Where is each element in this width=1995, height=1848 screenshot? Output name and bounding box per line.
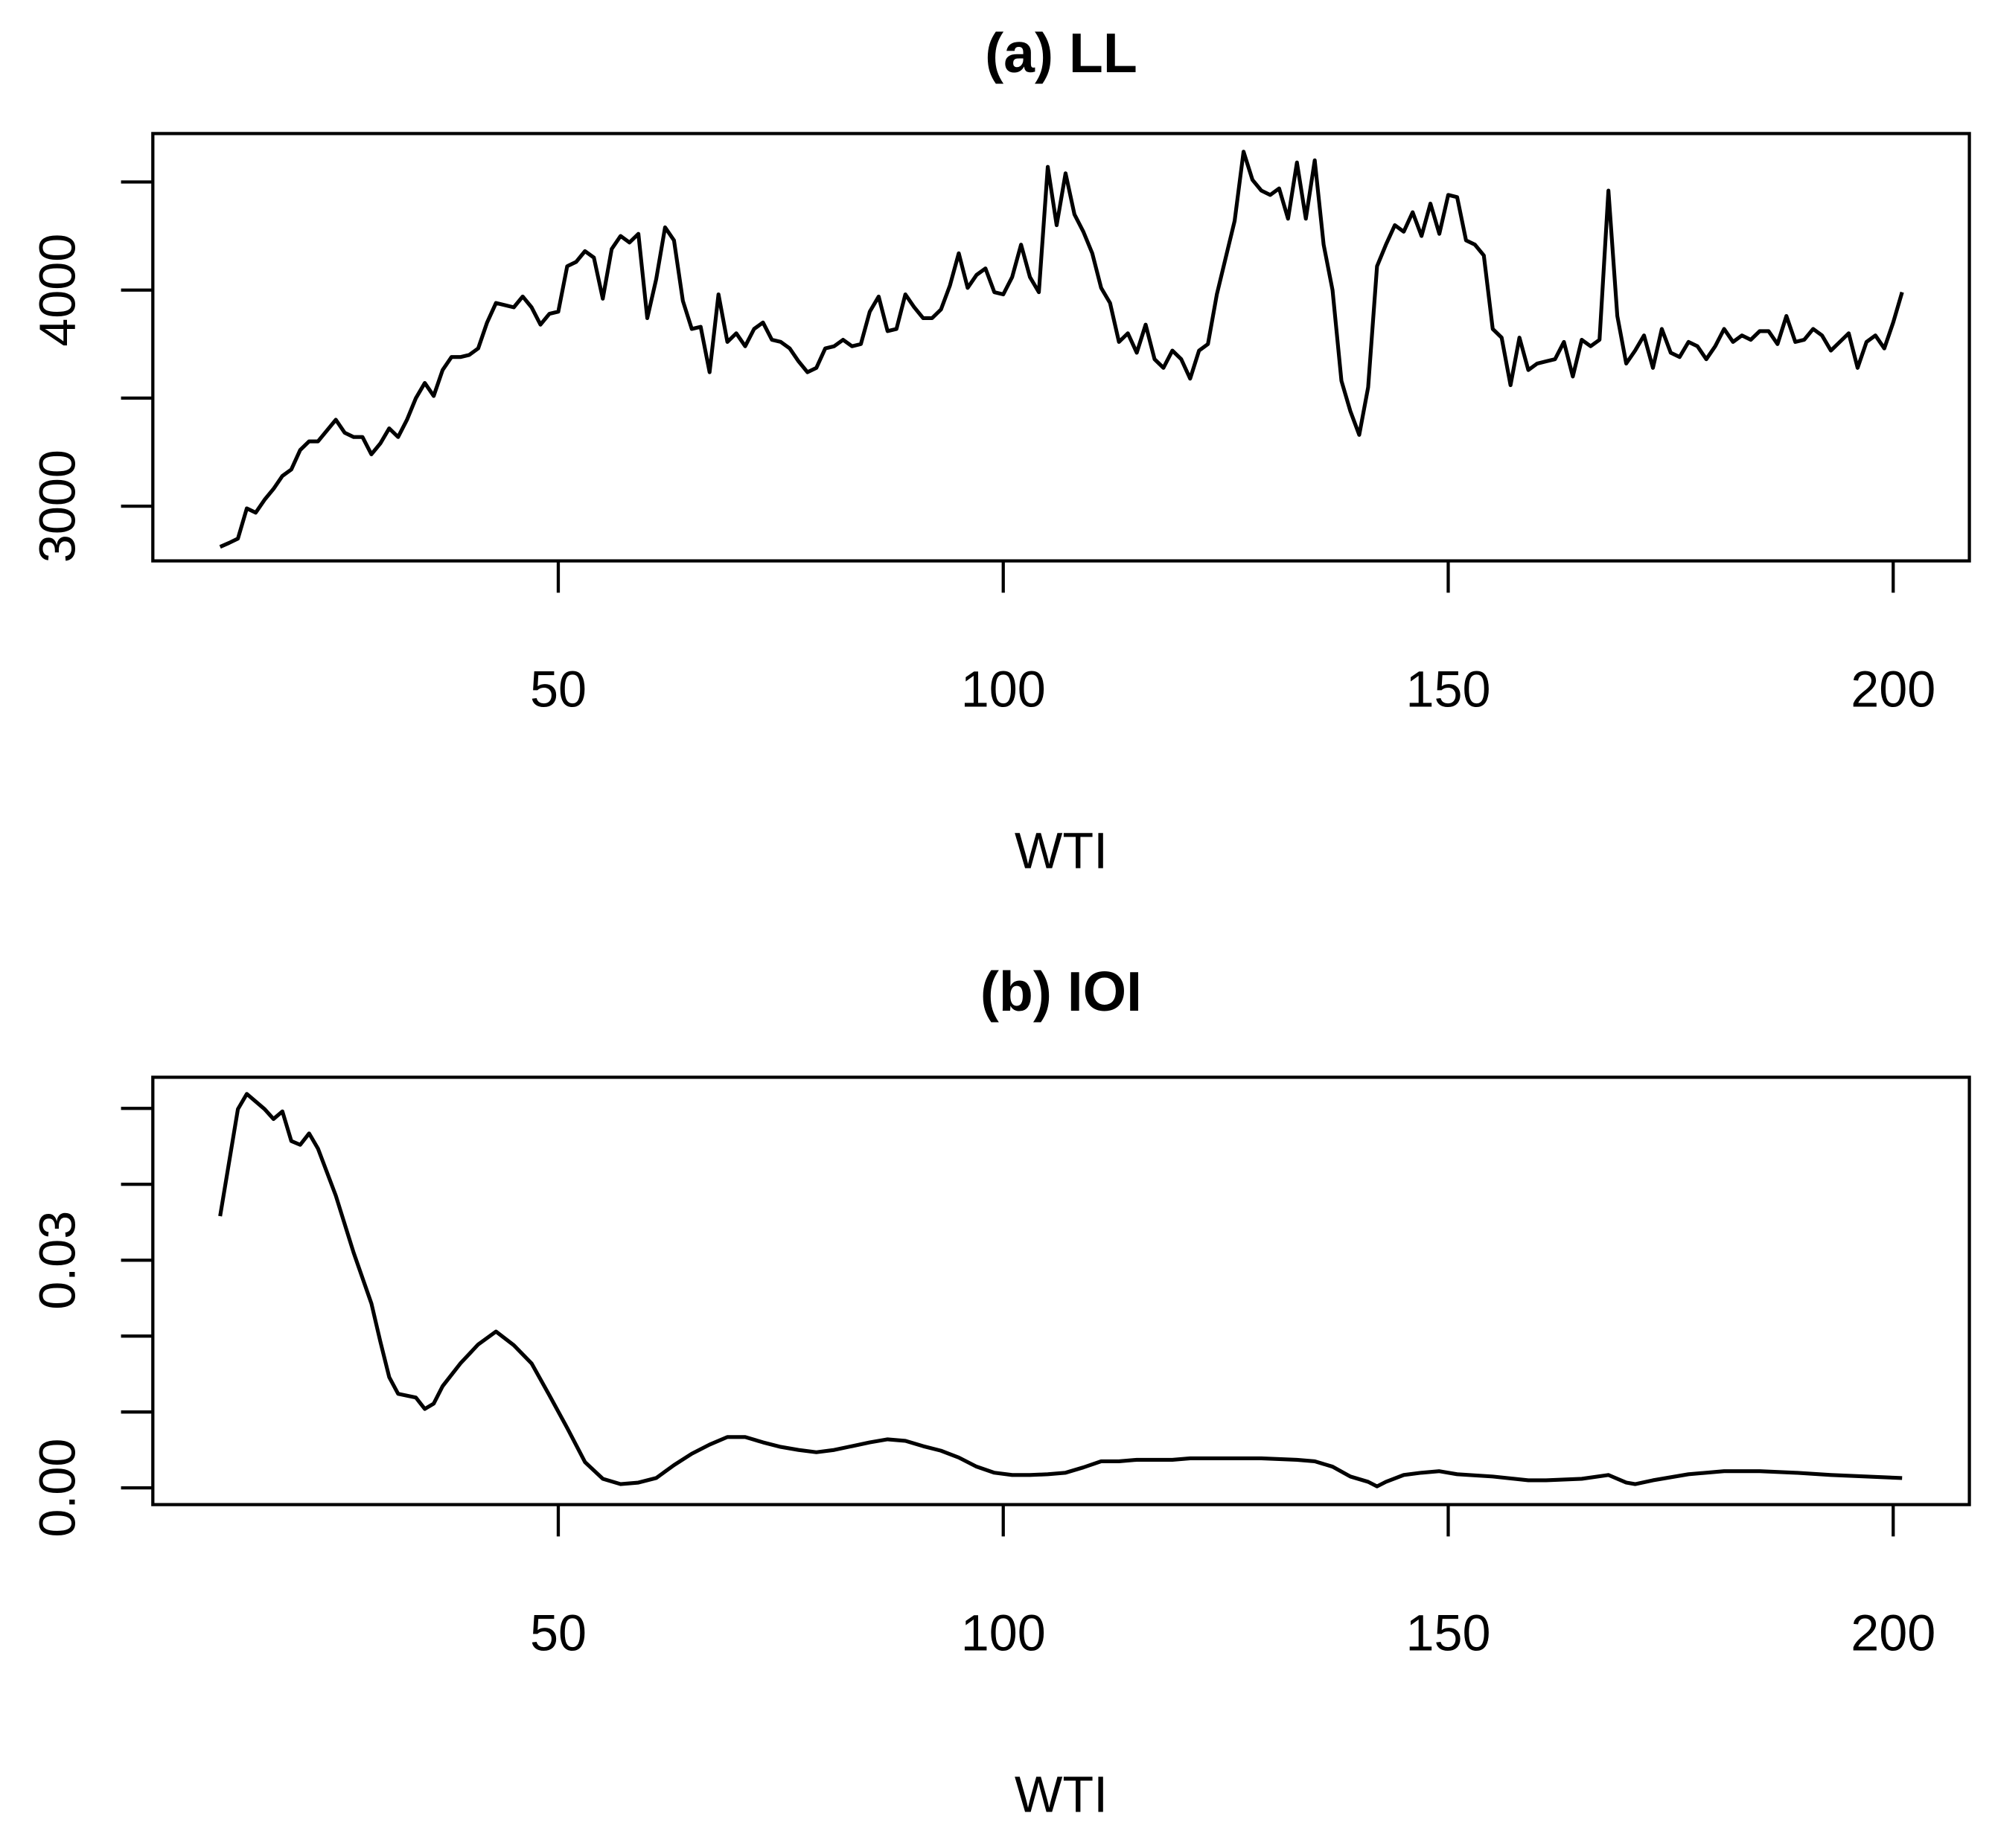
- data-line: [218, 1092, 1903, 1489]
- chart-title: (b) IOI: [980, 960, 1142, 1023]
- y-tick-label: 3000: [29, 450, 86, 563]
- plot-box: [151, 132, 1971, 563]
- plot-box: [151, 1075, 1971, 1506]
- x-tick-label: 50: [530, 1605, 587, 1661]
- x-tick-label: 50: [530, 661, 587, 717]
- y-tick-label: 0.00: [29, 1439, 86, 1538]
- x-tick-label: 100: [961, 1605, 1046, 1661]
- x-axis-label: WTI: [1015, 822, 1108, 879]
- x-tick-label: 200: [1851, 1605, 1935, 1661]
- chart-title: (a) LL: [985, 22, 1137, 84]
- data-line: [219, 150, 1904, 549]
- x-axis-label: WTI: [1015, 1766, 1108, 1823]
- x-tick-label: 150: [1405, 1605, 1490, 1661]
- x-tick-label: 150: [1405, 661, 1490, 717]
- x-tick-label: 200: [1851, 661, 1935, 717]
- x-tick-label: 100: [961, 661, 1046, 717]
- y-tick-label: 4000: [29, 234, 86, 347]
- y-tick-label: 0.03: [29, 1211, 86, 1310]
